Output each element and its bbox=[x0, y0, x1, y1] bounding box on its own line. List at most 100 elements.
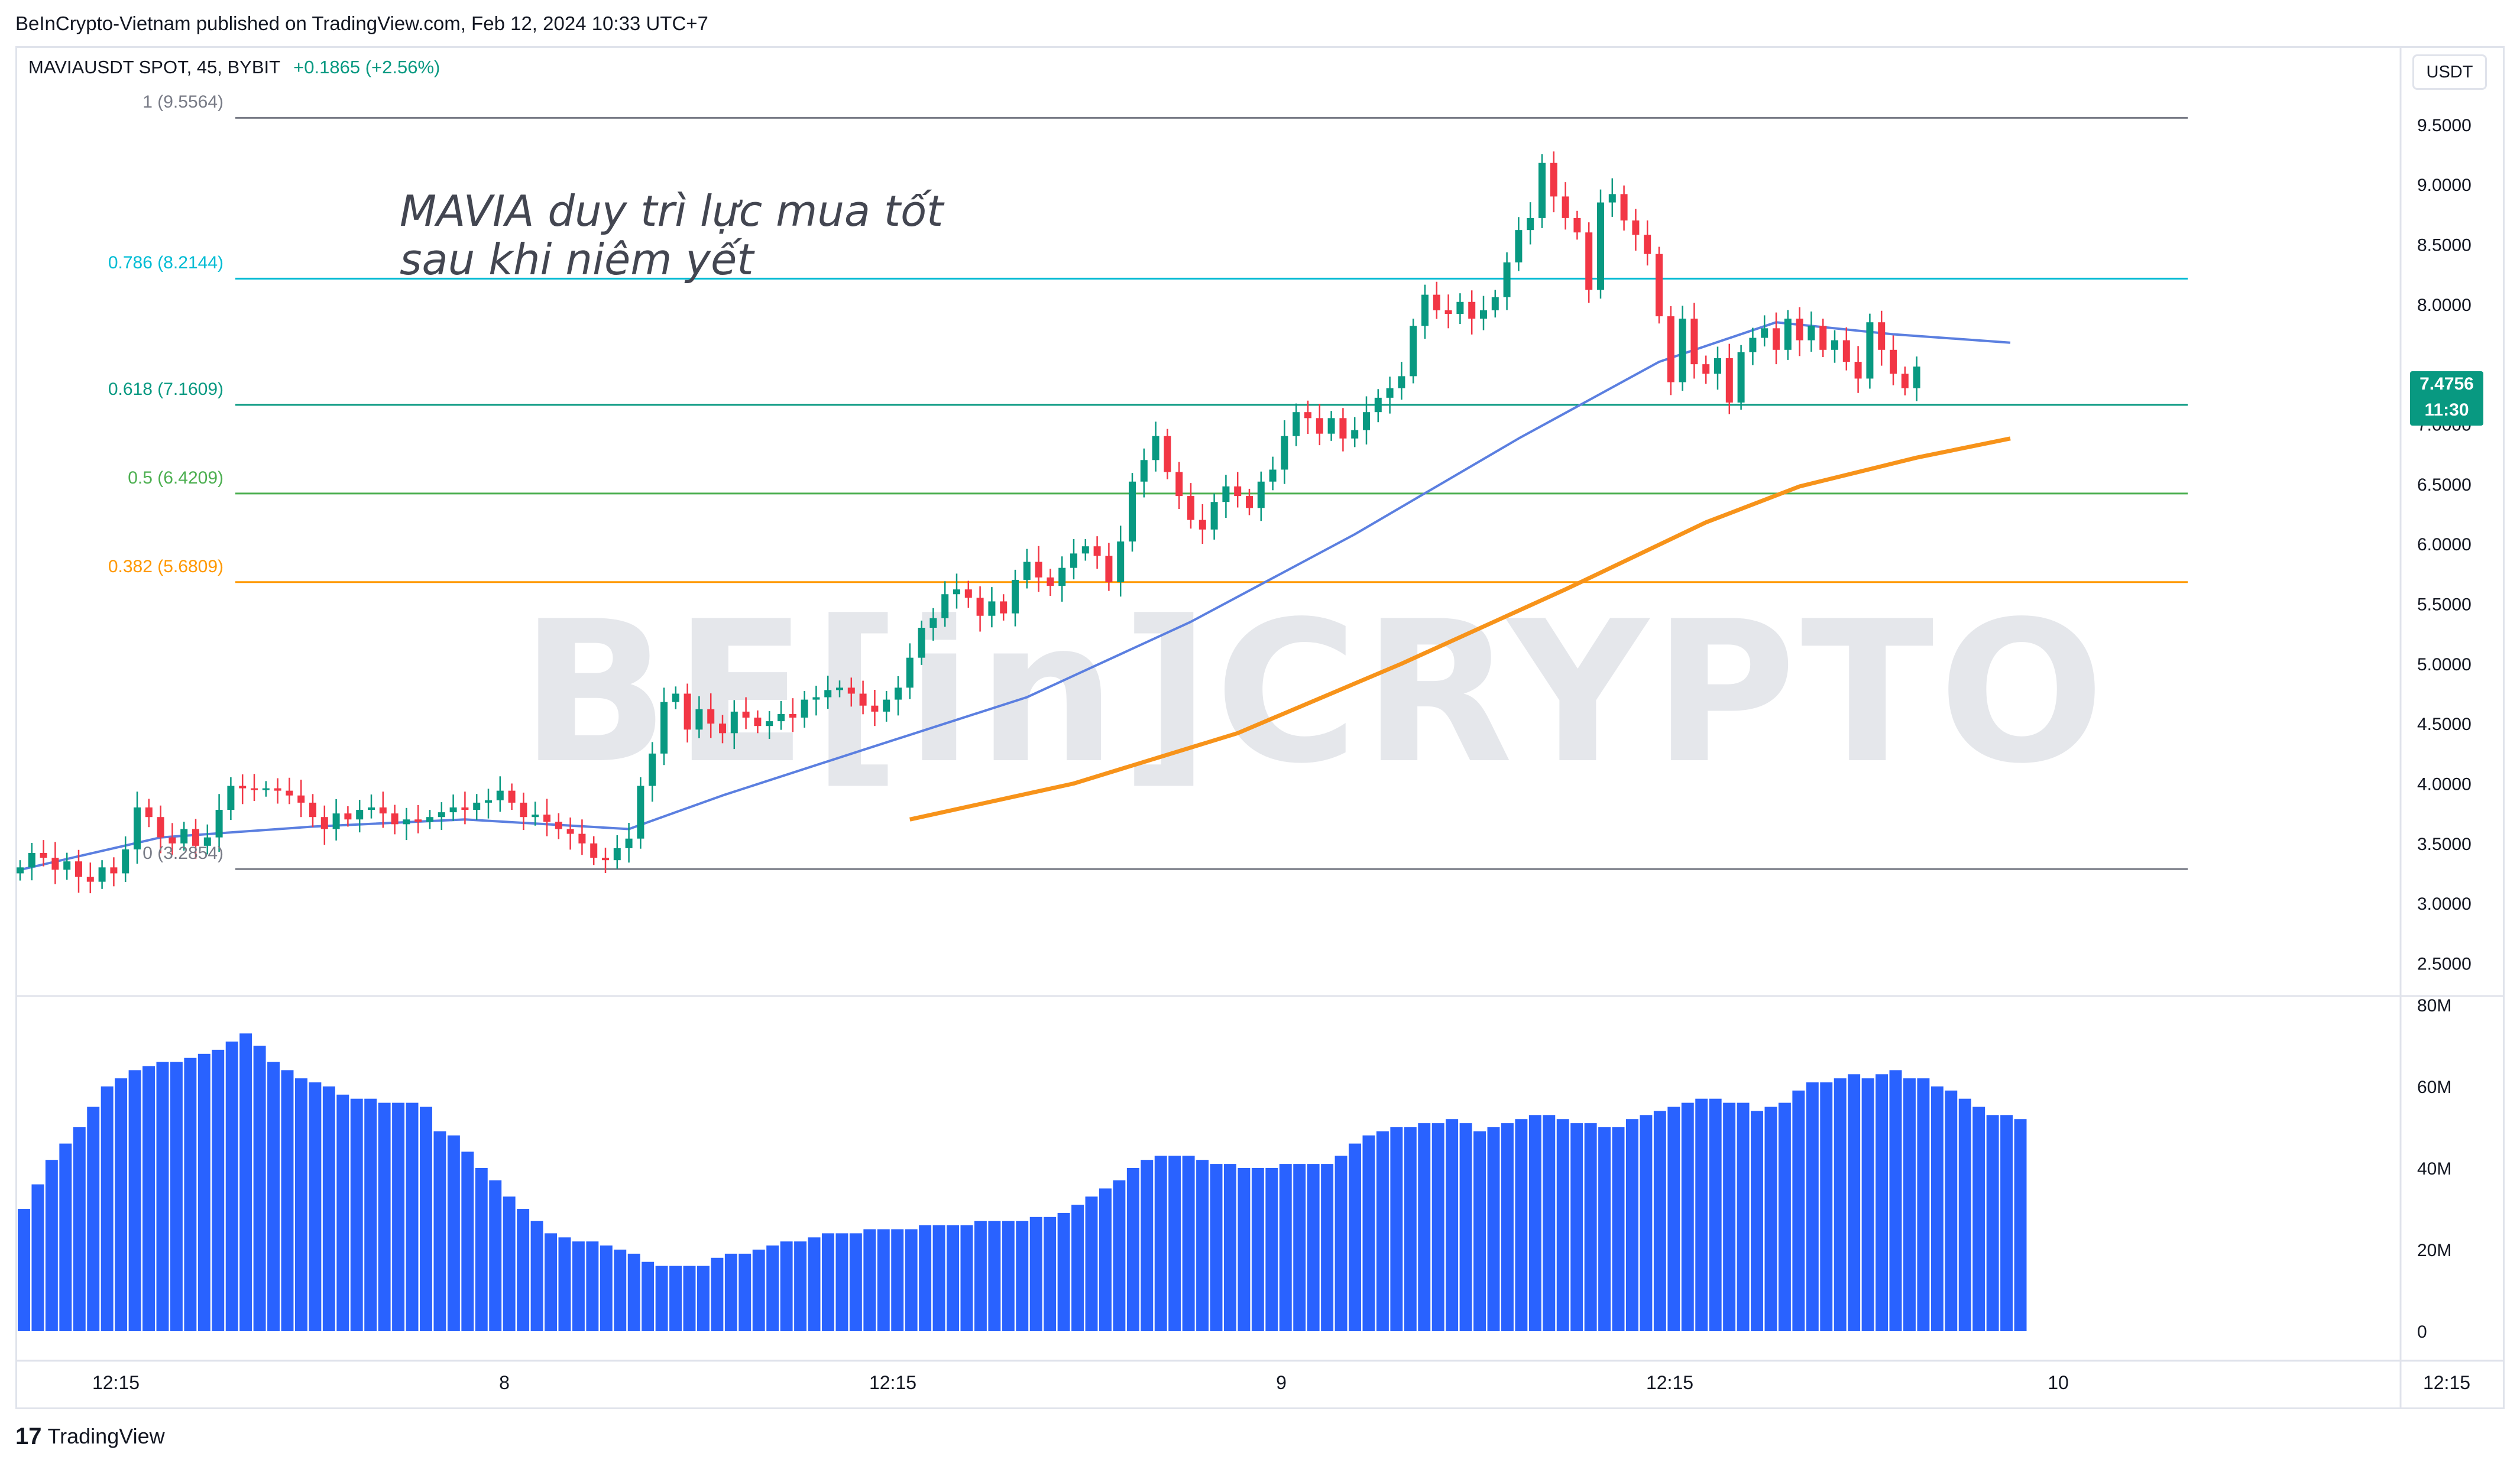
ma-fast bbox=[20, 321, 2011, 871]
candle-body bbox=[1058, 567, 1066, 586]
volume-bar bbox=[18, 1209, 30, 1331]
volume-bar bbox=[59, 1143, 72, 1331]
volume-bar bbox=[294, 1078, 307, 1331]
volume-bar bbox=[1376, 1131, 1389, 1331]
volume-bar bbox=[835, 1233, 848, 1331]
price-tick-label: 2.5000 bbox=[2417, 954, 2472, 974]
candle-body bbox=[1679, 319, 1686, 382]
candle-body bbox=[1222, 486, 1230, 502]
candle-body bbox=[1808, 326, 1815, 340]
volume-bar bbox=[184, 1057, 197, 1331]
volume-bar bbox=[1556, 1119, 1569, 1331]
candle-body bbox=[203, 837, 211, 846]
fib-retracement[interactable] bbox=[235, 116, 2188, 870]
candle-body bbox=[1913, 366, 1920, 388]
candle-body bbox=[836, 687, 843, 690]
candle-body bbox=[672, 693, 679, 702]
candle-body bbox=[1761, 328, 1768, 338]
volume-bar bbox=[1598, 1127, 1611, 1331]
volume-bar bbox=[115, 1078, 128, 1331]
volume-bar bbox=[1667, 1107, 1680, 1331]
volume-bar bbox=[1446, 1119, 1459, 1331]
candle-body bbox=[1081, 546, 1089, 554]
candle-body bbox=[1527, 218, 1534, 231]
volume-bar bbox=[808, 1237, 821, 1331]
candle-body bbox=[1000, 601, 1008, 614]
candle-body bbox=[145, 807, 153, 818]
volume-bar bbox=[1681, 1102, 1694, 1331]
volume-bar bbox=[947, 1225, 959, 1331]
candle-body bbox=[1491, 297, 1499, 310]
volume-bar bbox=[932, 1225, 945, 1331]
candle-body bbox=[461, 807, 469, 810]
watermark-logo: BE[in]CRYPTO bbox=[520, 579, 2110, 806]
candles bbox=[17, 151, 1920, 894]
volume-bar bbox=[1251, 1168, 1264, 1331]
candle-body bbox=[918, 628, 925, 658]
candle-body bbox=[344, 813, 352, 820]
volume-bar bbox=[766, 1245, 779, 1331]
volume-bar bbox=[1265, 1168, 1278, 1331]
volume-bar bbox=[1986, 1115, 1999, 1331]
candle-body bbox=[1842, 340, 1850, 362]
volume-bar bbox=[336, 1094, 349, 1331]
volume-bar bbox=[2000, 1115, 2013, 1331]
last-price-badge: 7.4756 11:30 bbox=[2410, 371, 2483, 426]
volume-bar bbox=[322, 1086, 335, 1331]
volume-bar bbox=[669, 1266, 682, 1331]
candle-body bbox=[1398, 376, 1405, 388]
time-tick-label: 12:15 bbox=[1646, 1372, 1693, 1393]
tradingview-logo[interactable]: 17 TradingView bbox=[15, 1419, 165, 1454]
volume-bar bbox=[905, 1229, 918, 1331]
candle-body bbox=[1515, 230, 1523, 262]
candle-body bbox=[110, 867, 118, 874]
candle-body bbox=[543, 815, 550, 822]
volume-bar bbox=[1570, 1123, 1583, 1331]
volume-bar bbox=[253, 1046, 266, 1331]
volume-bar bbox=[128, 1070, 141, 1331]
volume-bar bbox=[558, 1237, 571, 1331]
volume-bar bbox=[1487, 1127, 1500, 1331]
price-tick-label: 3.5000 bbox=[2417, 835, 2472, 854]
candle-body bbox=[485, 800, 492, 803]
volume-bar bbox=[1431, 1123, 1444, 1331]
price-tick-label: 6.0000 bbox=[2417, 535, 2472, 554]
chart-annotation[interactable]: MAVIA duy trì lực mua tốt sau khi niêm y… bbox=[400, 187, 943, 284]
symbol-legend[interactable]: MAVIAUSDT SPOT, 45, BYBIT +0.1865 (+2.56… bbox=[28, 52, 440, 83]
volume-bar bbox=[1196, 1160, 1209, 1331]
candle-body bbox=[1690, 319, 1698, 365]
candle-body bbox=[1363, 412, 1370, 430]
volume-bar bbox=[572, 1241, 585, 1331]
volume-bar bbox=[530, 1221, 543, 1331]
candle-body bbox=[1749, 338, 1757, 352]
time-tick-label: 12:15 bbox=[92, 1372, 140, 1393]
candle-body bbox=[1410, 326, 1417, 377]
volume-bar bbox=[627, 1253, 640, 1331]
volume-bar bbox=[794, 1241, 807, 1331]
volume-bar bbox=[225, 1042, 238, 1331]
price-tick-label: 3.0000 bbox=[2417, 894, 2472, 914]
volume-bar bbox=[170, 1062, 183, 1331]
candle-body bbox=[473, 802, 481, 810]
volume-bar bbox=[1695, 1098, 1708, 1331]
volume-bar bbox=[1737, 1102, 1750, 1331]
candle-body bbox=[929, 618, 937, 628]
price-tick-label: 5.0000 bbox=[2417, 655, 2472, 674]
publish-info: BeInCrypto-Vietnam published on TradingV… bbox=[15, 12, 708, 34]
candle-body bbox=[1796, 319, 1803, 340]
volume-bar bbox=[101, 1086, 114, 1331]
volume-bar bbox=[1404, 1127, 1417, 1331]
currency-button[interactable]: USDT bbox=[2412, 54, 2487, 90]
volume-bar bbox=[1626, 1119, 1638, 1331]
volume-bar bbox=[1362, 1135, 1375, 1331]
candle-body bbox=[895, 687, 902, 700]
volume-bar bbox=[461, 1151, 474, 1331]
time-tick-label: 12:15 bbox=[2423, 1372, 2470, 1393]
candle-body bbox=[1105, 556, 1113, 582]
candle-body bbox=[51, 858, 59, 870]
volume-bar bbox=[475, 1168, 488, 1331]
symbol-name[interactable]: MAVIAUSDT SPOT, 45, BYBIT bbox=[28, 57, 280, 77]
candle-body bbox=[1304, 412, 1311, 419]
volume-bar bbox=[988, 1221, 1001, 1331]
